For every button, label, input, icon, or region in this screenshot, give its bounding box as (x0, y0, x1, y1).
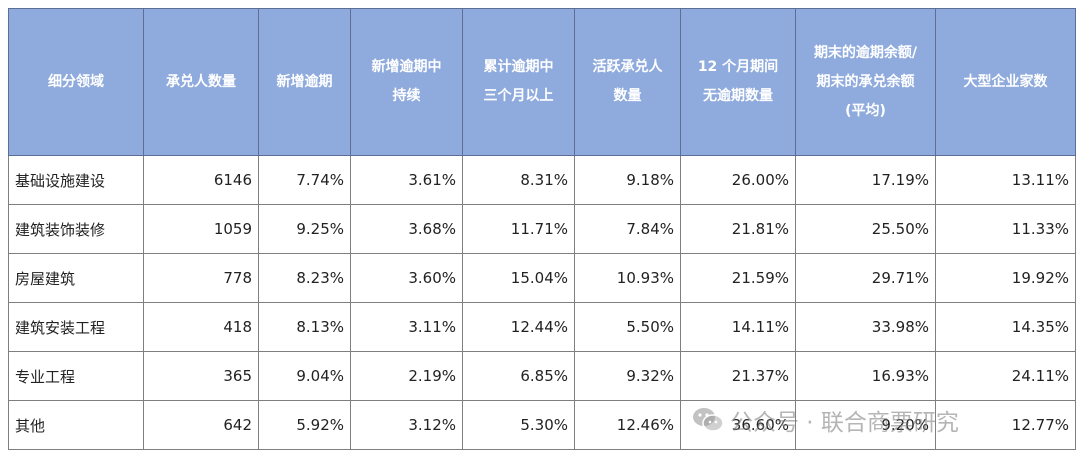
value-cell: 14.11% (680, 302, 796, 352)
value-cell: 365 (143, 351, 259, 401)
header-row: 细分领域 承兑人数量 新增逾期 新增逾期中 持续 累计逾期中 三个月以上 活跃承兑人 数量 12 … (8, 8, 1076, 156)
column-header-line: 累计逾期中 (483, 59, 554, 75)
value-cell: 17.19% (795, 155, 936, 205)
column-header-line: 新增逾期中 (371, 59, 442, 75)
value-cell: 24.11% (935, 351, 1076, 401)
value-cell: 9.04% (258, 351, 351, 401)
value-cell: 8.31% (462, 155, 575, 205)
value-cell: 9.32% (574, 351, 681, 401)
value-cell: 9.18% (574, 155, 681, 205)
value-cell: 3.61% (350, 155, 463, 205)
value-cell: 33.98% (795, 302, 936, 352)
column-header-line: 大型企业家数 (963, 73, 1048, 90)
column-header-line: 期末的逾期余额/ (813, 44, 918, 61)
value-cell: 6146 (143, 155, 259, 205)
value-cell: 7.84% (574, 204, 681, 254)
column-header: 新增逾期 (258, 8, 351, 156)
value-cell: 21.81% (680, 204, 796, 254)
column-header-line: 活跃承兑人 (592, 59, 663, 75)
column-header: 新增逾期中 持续 (350, 8, 463, 156)
segment-name-cell: 建筑安装工程 (8, 302, 144, 352)
table-body: 基础设施建设 6146 7.74% 3.61% 8.31% 9.18% 26.00% 17.1… (8, 155, 1076, 450)
column-header-line: 持续 (392, 88, 421, 104)
value-cell: 9.20% (795, 400, 936, 450)
value-cell: 5.92% (258, 400, 351, 450)
column-header: 活跃承兑人 数量 (574, 8, 681, 156)
value-cell: 12.46% (574, 400, 681, 450)
value-cell: 3.60% (350, 253, 463, 303)
column-header-line: 期末的承兑余额 (816, 73, 915, 90)
value-cell: 10.93% (574, 253, 681, 303)
segment-overdue-table: 细分领域 承兑人数量 新增逾期 新增逾期中 持续 累计逾期中 三个月以上 活跃承兑人 数量 12 … (8, 8, 1076, 450)
column-header-line: 数量 (613, 88, 642, 104)
value-cell: 36.60% (680, 400, 796, 450)
value-cell: 8.23% (258, 253, 351, 303)
column-header-line: 无逾期数量 (703, 88, 773, 104)
value-cell: 15.04% (462, 253, 575, 303)
value-cell: 9.25% (258, 204, 351, 254)
value-cell: 5.30% (462, 400, 575, 450)
column-header-line: 12 个月期间 (697, 59, 779, 75)
table-row: 建筑装饰装修 1059 9.25% 3.68% 11.71% 7.84% 21.81% 25.… (8, 204, 1076, 254)
value-cell: 26.00% (680, 155, 796, 205)
value-cell: 19.92% (935, 253, 1076, 303)
data-table-container: 细分领域 承兑人数量 新增逾期 新增逾期中 持续 累计逾期中 三个月以上 活跃承兑人 数量 12 … (8, 8, 1076, 450)
column-header-line: (平均) (845, 102, 886, 119)
value-cell: 7.74% (258, 155, 351, 205)
value-cell: 29.71% (795, 253, 936, 303)
value-cell: 642 (143, 400, 259, 450)
value-cell: 11.33% (935, 204, 1076, 254)
value-cell: 3.11% (350, 302, 463, 352)
value-cell: 21.37% (680, 351, 796, 401)
table-row: 房屋建筑 778 8.23% 3.60% 15.04% 10.93% 21.59% 29.71… (8, 253, 1076, 303)
column-header-line: 新增逾期 (276, 73, 333, 90)
table-row: 基础设施建设 6146 7.74% 3.61% 8.31% 9.18% 26.00% 17.1… (8, 155, 1076, 205)
segment-name-cell: 建筑装饰装修 (8, 204, 144, 254)
column-header: 细分领域 (8, 8, 144, 156)
value-cell: 14.35% (935, 302, 1076, 352)
segment-name-cell: 专业工程 (8, 351, 144, 401)
table-row: 建筑安装工程 418 8.13% 3.11% 12.44% 5.50% 14.11% 33.9… (8, 302, 1076, 352)
value-cell: 6.85% (462, 351, 575, 401)
value-cell: 21.59% (680, 253, 796, 303)
column-header-line: 三个月以上 (483, 88, 554, 104)
value-cell: 12.44% (462, 302, 575, 352)
value-cell: 2.19% (350, 351, 463, 401)
column-header: 累计逾期中三个月以上 (462, 8, 575, 156)
column-header: 12 个月期间 无逾期数量 (680, 8, 796, 156)
column-header: 承兑人数量 (143, 8, 259, 156)
value-cell: 1059 (143, 204, 259, 254)
table-row: 专业工程 365 9.04% 2.19% 6.85% 9.32% 21.37% 16.93% 2… (8, 351, 1076, 401)
value-cell: 25.50% (795, 204, 936, 254)
value-cell: 3.12% (350, 400, 463, 450)
table-header: 细分领域 承兑人数量 新增逾期 新增逾期中 持续 累计逾期中 三个月以上 活跃承兑人 数量 12 … (8, 8, 1076, 156)
value-cell: 3.68% (350, 204, 463, 254)
value-cell: 418 (143, 302, 259, 352)
value-cell: 13.11% (935, 155, 1076, 205)
segment-name-cell: 基础设施建设 (8, 155, 144, 205)
value-cell: 12.77% (935, 400, 1076, 450)
column-header: 期末的逾期余额/期末的承兑余额 (平均) (795, 8, 936, 156)
segment-name-cell: 房屋建筑 (8, 253, 144, 303)
value-cell: 16.93% (795, 351, 936, 401)
column-header-line: 细分领域 (48, 73, 104, 90)
table-row: 其他 642 5.92% 3.12% 5.30% 12.46% 36.60% 9.20% 12.… (8, 400, 1076, 450)
value-cell: 778 (143, 253, 259, 303)
column-header-line: 承兑人数量 (166, 73, 236, 90)
value-cell: 11.71% (462, 204, 575, 254)
value-cell: 5.50% (574, 302, 681, 352)
column-header: 大型企业家数 (935, 8, 1076, 156)
value-cell: 8.13% (258, 302, 351, 352)
segment-name-cell: 其他 (8, 400, 144, 450)
